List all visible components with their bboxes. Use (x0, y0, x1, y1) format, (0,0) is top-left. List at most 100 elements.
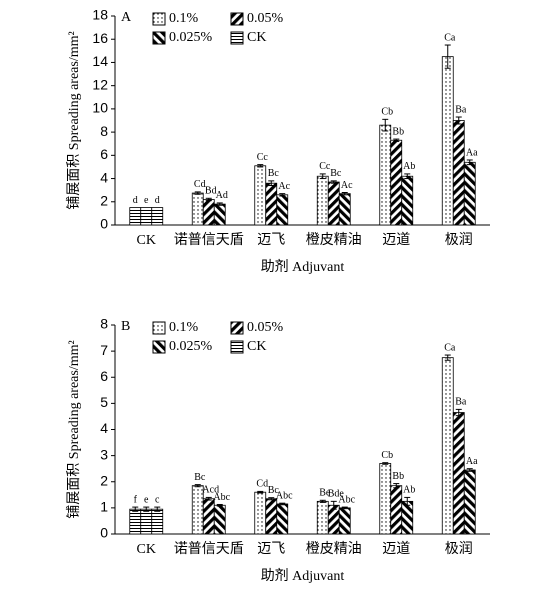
x-tick-label: 迈飞 (257, 232, 285, 248)
value-label: Bde (328, 489, 345, 500)
legend-swatch (230, 321, 244, 335)
x-axis-label: 助剂 Adjuvant (261, 568, 345, 584)
bar (254, 491, 267, 535)
value-label: Ac (278, 181, 290, 192)
value-label: Bc (194, 472, 206, 483)
value-label: e (144, 494, 149, 505)
legend-swatch (230, 12, 244, 26)
legend-swatch (230, 340, 244, 354)
value-label: Ab (403, 161, 415, 172)
bar (379, 463, 392, 535)
panel-label: A (121, 10, 132, 25)
y-tick-label: 0 (100, 216, 108, 232)
legend-label: 0.05% (247, 11, 284, 26)
bar (338, 193, 351, 226)
bar (401, 500, 414, 535)
bar (191, 192, 204, 226)
value-label: Ac (341, 180, 353, 191)
y-tick-label: 12 (92, 76, 108, 92)
panel-label: B (121, 319, 130, 334)
bar (140, 508, 153, 535)
y-tick-label: 2 (100, 192, 108, 208)
x-tick-label: CK (137, 233, 156, 248)
bar (327, 181, 340, 226)
bar (151, 508, 164, 535)
bar (463, 161, 476, 226)
bar (140, 207, 153, 226)
legend-swatch (152, 340, 166, 354)
y-tick-label: 7 (100, 342, 108, 358)
legend-label: 0.05% (247, 320, 284, 335)
legend-label: CK (247, 30, 266, 45)
legend-swatch (152, 12, 166, 26)
value-label: Acd (202, 485, 219, 496)
value-label: Abc (338, 494, 355, 505)
bar (129, 207, 142, 226)
x-tick-label: 迈道 (382, 232, 410, 248)
bar (441, 357, 454, 535)
x-axis-label: 助剂 Adjuvant (261, 259, 345, 275)
y-tick-label: 18 (92, 7, 108, 23)
bar (463, 469, 476, 535)
value-label: Ad (216, 190, 228, 201)
value-label: Ca (444, 32, 456, 43)
y-axis-label: 铺展面积 Spreading areas/mm² (66, 31, 82, 209)
value-label: Cb (381, 450, 393, 461)
y-tick-label: 6 (100, 368, 108, 384)
bar (316, 500, 329, 535)
x-tick-label: CK (137, 542, 156, 557)
value-label: Bd (205, 186, 217, 197)
y-tick-label: 8 (100, 316, 108, 332)
legend-label: 0.025% (169, 339, 213, 354)
value-label: Cc (257, 152, 269, 163)
bar (316, 175, 329, 226)
y-tick-label: 4 (100, 169, 108, 185)
y-tick-label: 6 (100, 146, 108, 162)
bar (379, 124, 392, 226)
bar (213, 504, 226, 535)
y-tick-label: 3 (100, 446, 108, 462)
y-tick-label: 5 (100, 394, 108, 410)
y-tick-label: 1 (100, 499, 108, 515)
x-tick-label: 极润 (445, 232, 473, 248)
value-label: Abc (276, 490, 293, 501)
y-tick-label: 0 (100, 525, 108, 541)
x-tick-label: 诺普信天盾 (174, 541, 244, 557)
value-label: Cc (319, 161, 331, 172)
bar (129, 508, 142, 535)
value-label: e (144, 195, 149, 206)
bar (254, 165, 267, 226)
y-axis-label: 铺展面积 Spreading areas/mm² (66, 340, 82, 518)
y-tick-label: 10 (92, 100, 108, 116)
x-tick-label: 迈飞 (257, 541, 285, 557)
bar (390, 139, 403, 226)
legend-swatch (152, 31, 166, 45)
y-tick-label: 8 (100, 123, 108, 139)
bar (202, 498, 215, 535)
bar (213, 203, 226, 226)
value-label: c (155, 494, 160, 505)
value-label: Bc (268, 168, 280, 179)
bar (452, 120, 465, 226)
bar (441, 56, 454, 226)
legend-swatch (230, 31, 244, 45)
value-label: Bb (392, 471, 404, 482)
value-label: Bb (392, 126, 404, 137)
legend-label: CK (247, 339, 266, 354)
bar (151, 207, 164, 226)
value-label: Bc (330, 168, 342, 179)
value-label: Abc (213, 492, 230, 503)
value-label: d (155, 195, 160, 206)
value-label: Cb (381, 107, 393, 118)
y-tick-label: 4 (100, 420, 108, 436)
legend-label: 0.1% (169, 11, 199, 26)
value-label: Aa (466, 456, 478, 467)
x-tick-label: 迈道 (382, 541, 410, 557)
value-label: Cd (256, 479, 268, 490)
bar (265, 498, 278, 535)
bar (276, 194, 289, 226)
x-tick-label: 橙皮精油 (306, 232, 362, 248)
y-tick-label: 2 (100, 472, 108, 488)
